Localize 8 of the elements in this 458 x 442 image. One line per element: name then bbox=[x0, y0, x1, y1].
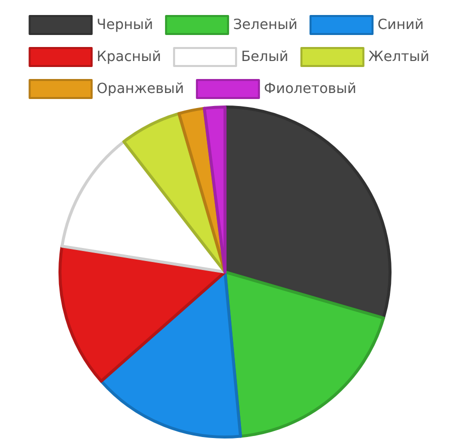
legend-label: Оранжевый bbox=[96, 81, 184, 97]
legend-label: Фиолетовый bbox=[264, 81, 356, 97]
legend-label: Черный bbox=[96, 17, 154, 33]
legend-label: Синий bbox=[378, 17, 424, 33]
legend-label: Белый bbox=[241, 49, 288, 65]
legend-label: Красный bbox=[96, 49, 162, 65]
legend-label: Желтый bbox=[368, 49, 430, 65]
legend-label: Зеленый bbox=[233, 17, 298, 33]
